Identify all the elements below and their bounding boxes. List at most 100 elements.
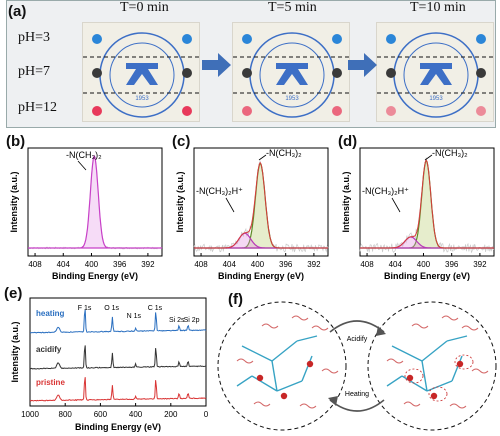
ph-label-3: pH=3 xyxy=(18,30,51,45)
dot-ph7-right xyxy=(332,68,342,78)
panel-label-d: (d) xyxy=(338,133,358,150)
x-tick-label: 408 xyxy=(28,260,42,269)
peak-label-n1s: N 1s xyxy=(127,313,142,320)
network-left-chain-wave xyxy=(236,358,254,364)
peak-annotation-protonated: -N(CH₃)₂H⁺ xyxy=(362,186,409,196)
network-right-chain-wave xyxy=(386,358,404,364)
network-left-chain-wave xyxy=(261,323,279,329)
y-axis-label: Intensity (a.u.) xyxy=(175,171,185,232)
x-tick-label: 400 xyxy=(129,410,143,419)
dot-ph3-left xyxy=(386,34,396,44)
arrow-right-icon-1 xyxy=(202,53,231,77)
series-label-acidify: acidify xyxy=(36,345,62,354)
network-right-amine-site xyxy=(456,360,464,368)
dot-ph12-left xyxy=(386,106,396,116)
acidify-arrow-icon xyxy=(329,320,385,333)
x-tick-label: 392 xyxy=(473,260,487,269)
plot-frame xyxy=(27,147,163,257)
peak-label-f1s: F 1s xyxy=(78,305,92,312)
photo-t10: 1953 xyxy=(376,22,494,122)
network-right-chain-wave xyxy=(441,315,459,321)
network-right-protonated-halo xyxy=(454,354,474,370)
dot-ph12-right xyxy=(476,106,486,116)
ph-label-7: pH=7 xyxy=(18,64,51,79)
dot-ph3-left xyxy=(92,34,102,44)
heating-label: Heating xyxy=(345,391,369,398)
peak-annotation-protonated: -N(CH₃)₂H⁺ xyxy=(196,186,243,196)
annotation-arrow-main xyxy=(424,154,433,161)
series-heating-line xyxy=(29,309,207,334)
dot-ph12-left xyxy=(92,106,102,116)
network-right-boundary xyxy=(367,301,497,431)
logo-emblem xyxy=(276,63,308,85)
logo-outer-ring xyxy=(393,32,479,118)
logo-inner-ring xyxy=(403,42,469,108)
network-right-chain xyxy=(451,355,463,382)
network-left-chain xyxy=(241,345,273,362)
series-label-pristine: pristine xyxy=(36,378,65,387)
peak-annotation-main: -N(CH₃)₂ xyxy=(66,150,102,160)
x-tick-label: 404 xyxy=(389,260,403,269)
schematic-f: Acidify Heating xyxy=(217,301,497,431)
peak-label-o1s: O 1s xyxy=(104,305,119,312)
heating-arrowhead-icon xyxy=(328,396,338,406)
peak-n-ch3-2 xyxy=(360,159,494,249)
annotation-arrow-main xyxy=(77,160,87,171)
network-right-chain xyxy=(386,375,403,387)
network-right-chain xyxy=(391,345,423,362)
dot-ph12-right xyxy=(182,106,192,116)
x-axis-label: Binding Energy (eV) xyxy=(52,271,138,281)
dot-ph7-right xyxy=(476,68,486,78)
panel-label-b: (b) xyxy=(6,133,26,150)
dot-ph3-right xyxy=(476,34,486,44)
network-right-chain-wave xyxy=(449,403,467,409)
logo-emblem xyxy=(420,63,452,85)
x-axis-label: Binding Energy (eV) xyxy=(384,271,470,281)
network-right-chain-wave xyxy=(461,325,479,331)
network-left-chain-wave xyxy=(253,401,271,407)
peak-label-c1s: C 1s xyxy=(148,305,163,312)
logo-outer-ring xyxy=(99,32,185,118)
ph-label-12: pH=12 xyxy=(18,100,58,115)
network-left-amine-site xyxy=(306,360,314,368)
network-right-amine-site xyxy=(406,374,414,382)
heating-arrow-icon xyxy=(329,399,385,412)
plot-frame xyxy=(359,147,495,257)
fit-envelope-line xyxy=(194,161,328,249)
x-tick-label: 800 xyxy=(59,410,73,419)
plot-frame xyxy=(29,297,207,407)
annotation-arrow-protonated xyxy=(225,197,235,213)
network-left-amine-site xyxy=(280,392,288,400)
network-left-chain-wave xyxy=(311,325,329,331)
logo-inner-ring xyxy=(259,42,325,108)
panel-label-c: (c) xyxy=(172,133,191,150)
x-tick-label: 400 xyxy=(85,260,99,269)
network-left-chain xyxy=(271,360,278,392)
chart-e-survey: 1000 800 600 400 200 0 Binding Energy (eV) Inte… xyxy=(10,297,209,432)
network-right-chain xyxy=(401,375,428,392)
series-pristine-line xyxy=(29,377,207,402)
logo-year: 1953 xyxy=(135,96,149,102)
x-tick-label: 396 xyxy=(113,260,127,269)
dot-ph12-right xyxy=(332,106,342,116)
x-tick-label: 392 xyxy=(141,260,155,269)
network-right-chain xyxy=(421,340,448,362)
network-left-boundary xyxy=(217,301,347,431)
network-left-chain-wave xyxy=(321,368,339,374)
network-left-chain-wave xyxy=(291,315,309,321)
x-axis-label: Binding Energy (eV) xyxy=(218,271,304,281)
x-tick-label: 600 xyxy=(94,410,108,419)
x-tick-label: 400 xyxy=(251,260,265,269)
panel-label-f: (f) xyxy=(228,291,243,308)
peak-annotation-main: -N(CH₃)₂ xyxy=(266,148,302,158)
peak-label-si2p: Si 2p xyxy=(184,317,200,324)
x-tick-label: 200 xyxy=(164,410,178,419)
peak-label-si2s: Si 2s xyxy=(169,317,185,324)
panel-label-e: (e) xyxy=(4,285,23,302)
network-right-protonated-halo xyxy=(428,386,448,402)
peak-n-ch3-2 xyxy=(28,154,162,249)
network-left-chain xyxy=(276,380,303,392)
